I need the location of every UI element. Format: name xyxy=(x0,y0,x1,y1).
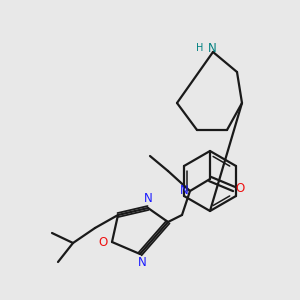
Text: N: N xyxy=(138,256,146,269)
Text: O: O xyxy=(98,236,108,250)
Text: N: N xyxy=(208,41,216,55)
Text: O: O xyxy=(236,182,244,196)
Text: H: H xyxy=(196,43,204,53)
Text: N: N xyxy=(180,184,188,197)
Text: N: N xyxy=(144,193,152,206)
